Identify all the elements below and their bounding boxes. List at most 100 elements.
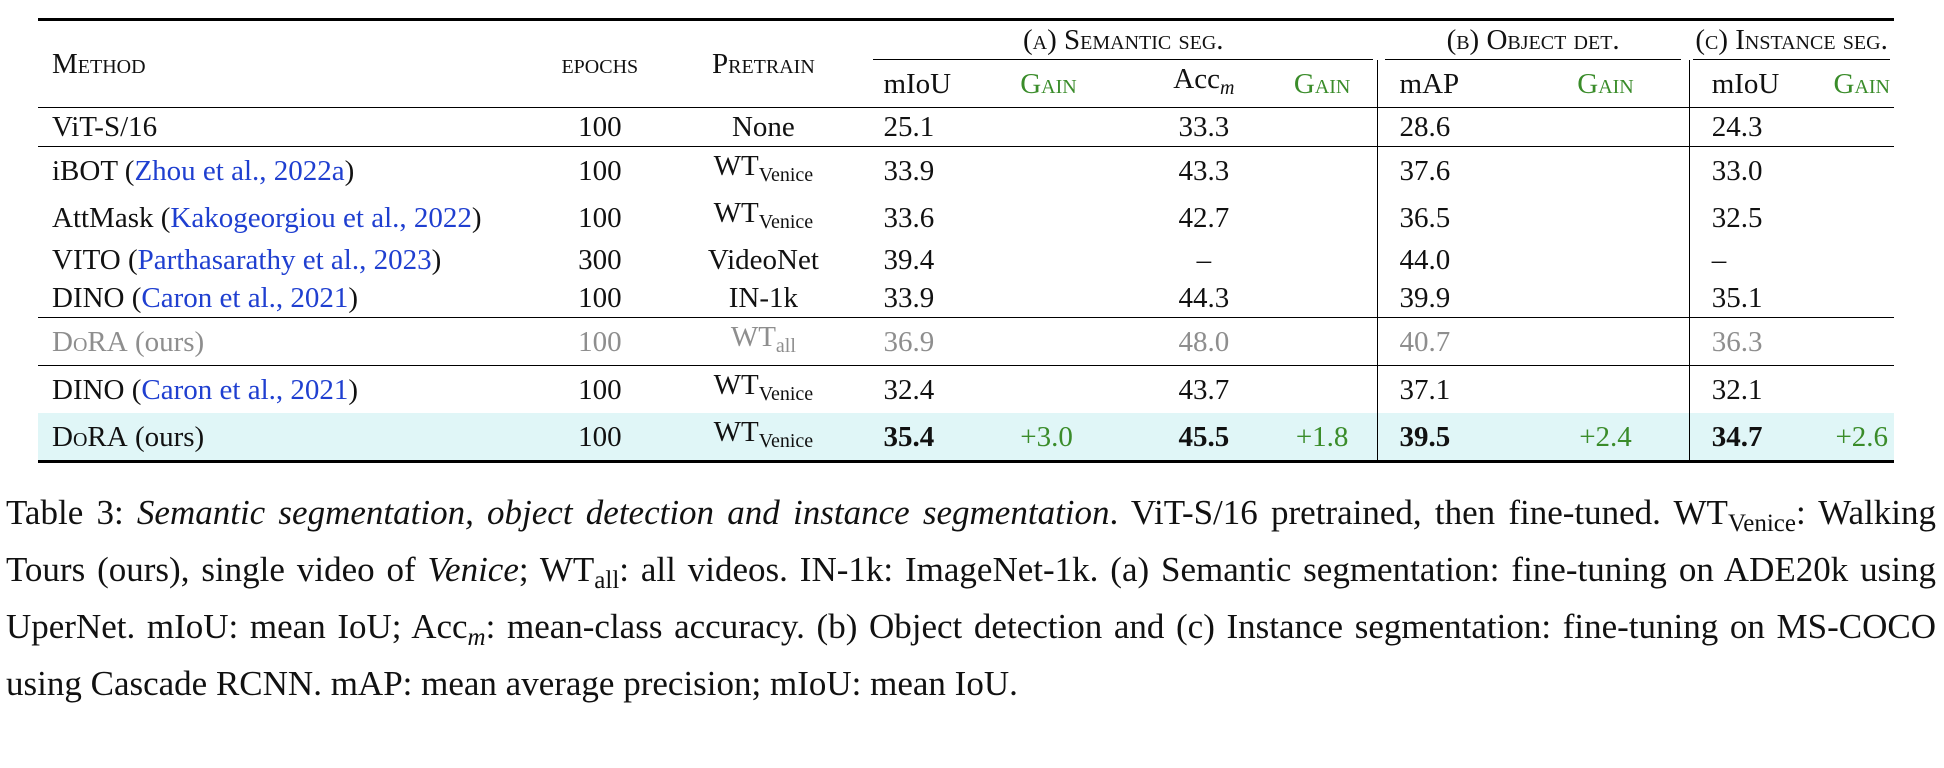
pretrain-name: WT — [713, 197, 759, 229]
epochs-cell: 100 — [536, 413, 664, 463]
citation-link[interactable]: Caron et al., — [141, 282, 291, 314]
method-name: iBOT — [52, 154, 125, 187]
col-header-c-miou: mIoU — [1688, 60, 1830, 108]
method-name: DINO — [52, 282, 132, 314]
method-name: VITO — [52, 244, 128, 276]
cite-paren-close: ) — [344, 154, 355, 187]
results-table: Method epochs Pretrain (a) Semantic seg.… — [38, 18, 1894, 463]
cite-paren: ( — [127, 244, 138, 276]
citation-link[interactable]: Caron et al., — [141, 373, 291, 406]
semantic-acc-cell: 42.7 — [1178, 201, 1230, 234]
method-name: DINO — [52, 373, 132, 406]
semantic-acc-cell: 33.3 — [1139, 107, 1268, 147]
detection-map-cell: 37.1 — [1376, 365, 1523, 413]
pretrain-name: WT — [713, 416, 759, 448]
epochs-cell: 100 — [536, 146, 664, 194]
semantic-miou-cell: 33.6 — [883, 201, 935, 234]
semantic-acc-cell: – — [1196, 244, 1212, 276]
semantic-miou-cell: 36.9 — [863, 317, 1001, 366]
citation-link[interactable]: Kakogeorgiou et al., — [170, 201, 414, 234]
semantic-acc-cell: 43.7 — [1139, 365, 1268, 413]
semantic-miou-gain-cell — [1000, 365, 1140, 413]
method-cell: DINO (Caron et al., 2021) — [38, 365, 537, 413]
instance-gain-cell — [1830, 241, 1895, 279]
method-name: DoRA (ours) — [52, 325, 205, 358]
semantic-acc-gain-cell — [1267, 317, 1378, 366]
cite-paren: ( — [131, 373, 142, 406]
semantic-miou-gain-cell — [1000, 194, 1140, 241]
header-row-1: Method epochs Pretrain (a) Semantic seg.… — [38, 18, 1894, 108]
pretrain-name: WT — [730, 321, 776, 353]
instance-miou-cell: 24.3 — [1688, 107, 1830, 147]
detection-map-cell: 37.6 — [1376, 146, 1523, 194]
instance-gain-cell — [1829, 317, 1894, 366]
semantic-acc-gain-cell — [1268, 194, 1377, 241]
citation-year-link[interactable]: 2023 — [373, 244, 432, 276]
method-cell: ViT-S/16 — [38, 107, 537, 147]
citation-link[interactable]: Parthasarathy et al., — [137, 244, 374, 276]
header-row-2: mIoU Gain Accm Gain mAP Gain mIoU Gain — [38, 60, 1894, 108]
detection-map-cell: 44.0 — [1376, 241, 1523, 279]
pretrain-cell: WTall — [663, 317, 864, 366]
col-header-a-miou: mIoU — [883, 67, 952, 100]
method-cell: VITO (Parthasarathy et al., 2023) — [38, 241, 536, 279]
semantic-miou-gain-cell — [1000, 107, 1140, 147]
epochs-cell: 100 — [578, 282, 622, 314]
method-cell: DINO (Caron et al., 2021) — [38, 279, 536, 318]
semantic-miou-gain-cell — [1000, 241, 1140, 279]
instance-miou-cell: 34.7 — [1688, 413, 1830, 463]
pretrain-cell: WTVenice — [663, 146, 864, 194]
detection-gain-cell — [1522, 194, 1689, 241]
semantic-acc-gain-cell — [1267, 365, 1378, 413]
group-header-instance: (c) Instance seg. — [1693, 21, 1890, 60]
pretrain-name: VideoNet — [707, 244, 819, 276]
instance-gain-cell — [1830, 194, 1895, 241]
detection-gain-cell — [1522, 241, 1689, 279]
pretrain-subscript: Venice — [758, 383, 814, 405]
pretrain-subscript: Venice — [758, 164, 814, 186]
method-name: AttMask — [52, 201, 161, 234]
table-row: DINO (Caron et al., 2021) 100 IN-1k 33.9 44.… — [38, 279, 1894, 318]
cite-paren: ( — [124, 154, 135, 187]
citation-link[interactable]: Zhou et al., — [134, 154, 274, 187]
epochs-cell: 100 — [536, 365, 664, 413]
table-row: iBOT (Zhou et al., 2022a) 100 WTVenice 33.9… — [38, 146, 1894, 194]
pretrain-subscript: all — [775, 335, 796, 357]
col-header-b-gain: Gain — [1577, 67, 1634, 100]
detection-gain-cell — [1522, 146, 1690, 194]
epochs-cell: 100 — [536, 107, 664, 147]
table-row: DoRA (ours) 100 WTVenice 35.4 +3.0 45.5 +1.8 39… — [38, 413, 1894, 463]
semantic-acc-cell: 48.0 — [1139, 317, 1268, 366]
semantic-miou-cell: 25.1 — [863, 107, 1001, 147]
semantic-acc-cell: 45.5 — [1139, 413, 1268, 463]
semantic-acc-gain-cell — [1268, 241, 1377, 279]
cite-paren-close: ) — [348, 282, 359, 314]
instance-miou-cell: 33.0 — [1688, 146, 1830, 194]
method-name: DoRA (ours) — [52, 420, 205, 453]
semantic-acc-cell: 44.3 — [1178, 282, 1230, 314]
cite-paren-close: ) — [431, 244, 442, 276]
table-row: AttMask (Kakogeorgiou et al., 2022) 100 WT… — [38, 194, 1894, 241]
col-header-method: Method — [38, 18, 537, 108]
table-row: VITO (Parthasarathy et al., 2023) 300 Vide… — [38, 241, 1894, 279]
instance-miou-cell: 36.3 — [1688, 317, 1830, 366]
semantic-acc-gain-cell — [1267, 146, 1378, 194]
citation-year-link[interactable]: 2022 — [413, 201, 472, 234]
table-row: ViT-S/16 100 None 25.1 33.3 28.6 24.3 — [38, 107, 1894, 147]
instance-gain-cell — [1830, 279, 1895, 318]
semantic-acc-gain-cell — [1267, 107, 1378, 147]
instance-miou-cell: 32.5 — [1688, 194, 1830, 241]
pretrain-subscript: Venice — [758, 211, 814, 233]
semantic-acc-gain-cell: +1.8 — [1267, 413, 1378, 463]
citation-year-link[interactable]: 2022a — [273, 154, 345, 187]
citation-year-link[interactable]: 2021 — [290, 373, 349, 406]
table-caption: Table 3: Semantic segmentation, object d… — [6, 493, 1937, 703]
detection-map-cell: 36.5 — [1376, 194, 1523, 241]
citation-year-link[interactable]: 2021 — [290, 282, 349, 314]
col-header-a-acc: Accm — [1173, 63, 1235, 99]
pretrain-name: IN-1k — [728, 282, 799, 314]
pretrain-cell: WTVenice — [663, 194, 863, 241]
semantic-miou-cell: 35.4 — [863, 413, 1001, 463]
instance-gain-cell — [1829, 146, 1894, 194]
semantic-acc-gain-cell — [1268, 279, 1377, 318]
